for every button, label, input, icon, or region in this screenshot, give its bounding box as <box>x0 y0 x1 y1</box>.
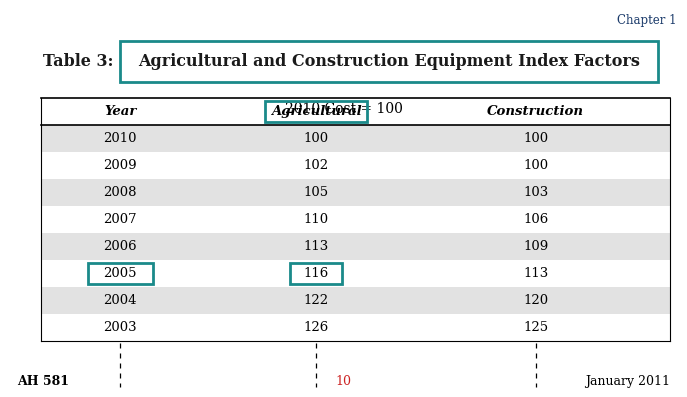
Text: 109: 109 <box>523 240 548 253</box>
Text: 122: 122 <box>304 294 328 307</box>
Text: 2005: 2005 <box>104 267 137 280</box>
Text: Table 3:: Table 3: <box>43 53 119 70</box>
Text: Agricultural and Construction Equipment Index Factors: Agricultural and Construction Equipment … <box>138 53 640 70</box>
Text: 2010: 2010 <box>104 132 137 145</box>
Text: 100: 100 <box>304 132 328 145</box>
Text: 100: 100 <box>523 159 548 172</box>
Text: 2003: 2003 <box>104 321 137 334</box>
Text: Year: Year <box>104 105 137 118</box>
Bar <box>41 233 670 260</box>
Bar <box>41 179 670 206</box>
Text: 113: 113 <box>304 240 328 253</box>
Text: 126: 126 <box>304 321 328 334</box>
Text: 125: 125 <box>523 321 548 334</box>
Text: Agricultural: Agricultural <box>271 105 361 118</box>
Text: January 2011: January 2011 <box>585 376 670 388</box>
Text: 2004: 2004 <box>104 294 137 307</box>
Text: 103: 103 <box>523 186 548 199</box>
Text: 100: 100 <box>523 132 548 145</box>
Text: 113: 113 <box>523 267 548 280</box>
Bar <box>41 287 670 314</box>
FancyBboxPatch shape <box>120 41 658 82</box>
Text: 2007: 2007 <box>104 213 137 226</box>
Text: 102: 102 <box>304 159 328 172</box>
Text: 116: 116 <box>304 267 328 280</box>
Bar <box>41 125 670 152</box>
Text: 2006: 2006 <box>104 240 137 253</box>
Text: 2010 Cost = 100: 2010 Cost = 100 <box>284 102 403 116</box>
Text: Chapter 1: Chapter 1 <box>617 14 677 27</box>
Text: 2009: 2009 <box>104 159 137 172</box>
Text: 110: 110 <box>304 213 328 226</box>
Text: 2008: 2008 <box>104 186 137 199</box>
Text: 106: 106 <box>523 213 548 226</box>
Text: Construction: Construction <box>487 105 585 118</box>
Text: 105: 105 <box>304 186 328 199</box>
Text: 120: 120 <box>523 294 548 307</box>
Bar <box>41 98 670 125</box>
Text: AH 581: AH 581 <box>17 376 69 388</box>
Text: 10: 10 <box>335 376 352 388</box>
